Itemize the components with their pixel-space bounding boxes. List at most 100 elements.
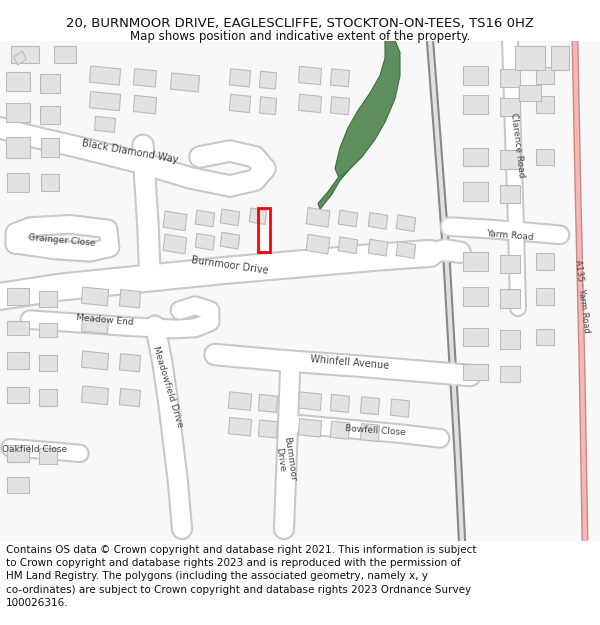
Polygon shape (170, 73, 200, 92)
Polygon shape (463, 253, 487, 271)
Polygon shape (249, 208, 267, 224)
Polygon shape (536, 253, 554, 270)
Polygon shape (500, 98, 520, 116)
Polygon shape (335, 41, 400, 180)
Polygon shape (195, 210, 215, 227)
Text: Bowfell Close: Bowfell Close (344, 424, 406, 437)
Polygon shape (536, 329, 554, 345)
Polygon shape (82, 351, 109, 370)
Polygon shape (133, 69, 157, 87)
Text: Clarence Road: Clarence Road (509, 112, 526, 178)
Polygon shape (331, 421, 350, 439)
Polygon shape (41, 174, 59, 191)
Polygon shape (82, 287, 109, 306)
Polygon shape (7, 173, 29, 192)
Polygon shape (500, 185, 520, 203)
Polygon shape (163, 211, 187, 231)
Polygon shape (7, 352, 29, 369)
Polygon shape (331, 69, 350, 87)
Polygon shape (7, 387, 29, 403)
Polygon shape (298, 66, 322, 85)
Polygon shape (259, 394, 278, 412)
Polygon shape (463, 287, 487, 306)
Polygon shape (133, 96, 157, 114)
Polygon shape (500, 150, 520, 169)
Polygon shape (95, 116, 115, 132)
Polygon shape (229, 69, 251, 87)
Polygon shape (6, 103, 30, 122)
Polygon shape (463, 364, 487, 380)
Polygon shape (463, 182, 487, 201)
Polygon shape (220, 209, 240, 226)
Polygon shape (7, 321, 29, 335)
Polygon shape (259, 420, 278, 438)
Polygon shape (54, 46, 76, 63)
Polygon shape (396, 215, 416, 231)
Polygon shape (500, 330, 520, 349)
Polygon shape (368, 239, 388, 256)
Polygon shape (515, 46, 545, 70)
Polygon shape (500, 69, 520, 87)
Polygon shape (40, 74, 60, 93)
Polygon shape (338, 237, 358, 254)
Polygon shape (40, 106, 60, 124)
Text: 20, BURNMOOR DRIVE, EAGLESCLIFFE, STOCKTON-ON-TEES, TS16 0HZ: 20, BURNMOOR DRIVE, EAGLESCLIFFE, STOCKT… (66, 18, 534, 31)
Polygon shape (82, 318, 109, 334)
Polygon shape (6, 72, 30, 91)
Polygon shape (536, 149, 554, 165)
Polygon shape (331, 97, 350, 115)
Polygon shape (536, 96, 554, 112)
Text: Whinfell Avenue: Whinfell Avenue (310, 354, 390, 371)
Polygon shape (306, 234, 330, 254)
Polygon shape (39, 448, 57, 464)
Polygon shape (463, 66, 487, 85)
Text: Grainger Close: Grainger Close (28, 233, 96, 248)
Polygon shape (7, 445, 29, 461)
Text: Map shows position and indicative extent of the property.: Map shows position and indicative extent… (130, 30, 470, 43)
Polygon shape (463, 148, 487, 166)
Text: Meadowfield Drive: Meadowfield Drive (151, 346, 185, 429)
Polygon shape (82, 386, 109, 405)
Text: Contains OS data © Crown copyright and database right 2021. This information is : Contains OS data © Crown copyright and d… (6, 545, 476, 608)
Polygon shape (551, 46, 569, 70)
Polygon shape (195, 233, 215, 250)
Polygon shape (7, 477, 29, 493)
Polygon shape (220, 232, 240, 249)
Polygon shape (6, 137, 30, 158)
Polygon shape (463, 95, 487, 114)
Polygon shape (306, 208, 330, 227)
Polygon shape (39, 354, 57, 371)
Polygon shape (89, 66, 121, 85)
Polygon shape (536, 68, 554, 84)
Text: Oakfield Close: Oakfield Close (2, 446, 68, 454)
Polygon shape (298, 419, 322, 437)
Polygon shape (519, 85, 541, 101)
Polygon shape (318, 171, 348, 209)
Polygon shape (331, 394, 350, 412)
Polygon shape (39, 323, 57, 337)
Text: Meadow End: Meadow End (76, 312, 134, 327)
Bar (258, 208, 270, 252)
Text: Black Diamond Way: Black Diamond Way (81, 138, 179, 164)
Polygon shape (338, 210, 358, 227)
Text: Yarm Road: Yarm Road (486, 229, 534, 242)
Polygon shape (536, 288, 554, 304)
Polygon shape (368, 213, 388, 229)
Polygon shape (119, 354, 140, 372)
Polygon shape (119, 389, 140, 407)
Polygon shape (361, 397, 380, 415)
Text: Burnmoor
Drive: Burnmoor Drive (272, 436, 298, 482)
Polygon shape (229, 94, 251, 112)
Polygon shape (163, 234, 187, 254)
Polygon shape (298, 392, 322, 411)
Polygon shape (41, 138, 59, 157)
Polygon shape (119, 289, 140, 308)
Polygon shape (11, 46, 39, 63)
Polygon shape (391, 399, 410, 417)
Polygon shape (7, 288, 29, 304)
Polygon shape (14, 51, 26, 65)
Polygon shape (229, 418, 251, 436)
Polygon shape (39, 389, 57, 406)
Polygon shape (298, 94, 322, 112)
Text: Burnmoor Drive: Burnmoor Drive (191, 255, 269, 276)
